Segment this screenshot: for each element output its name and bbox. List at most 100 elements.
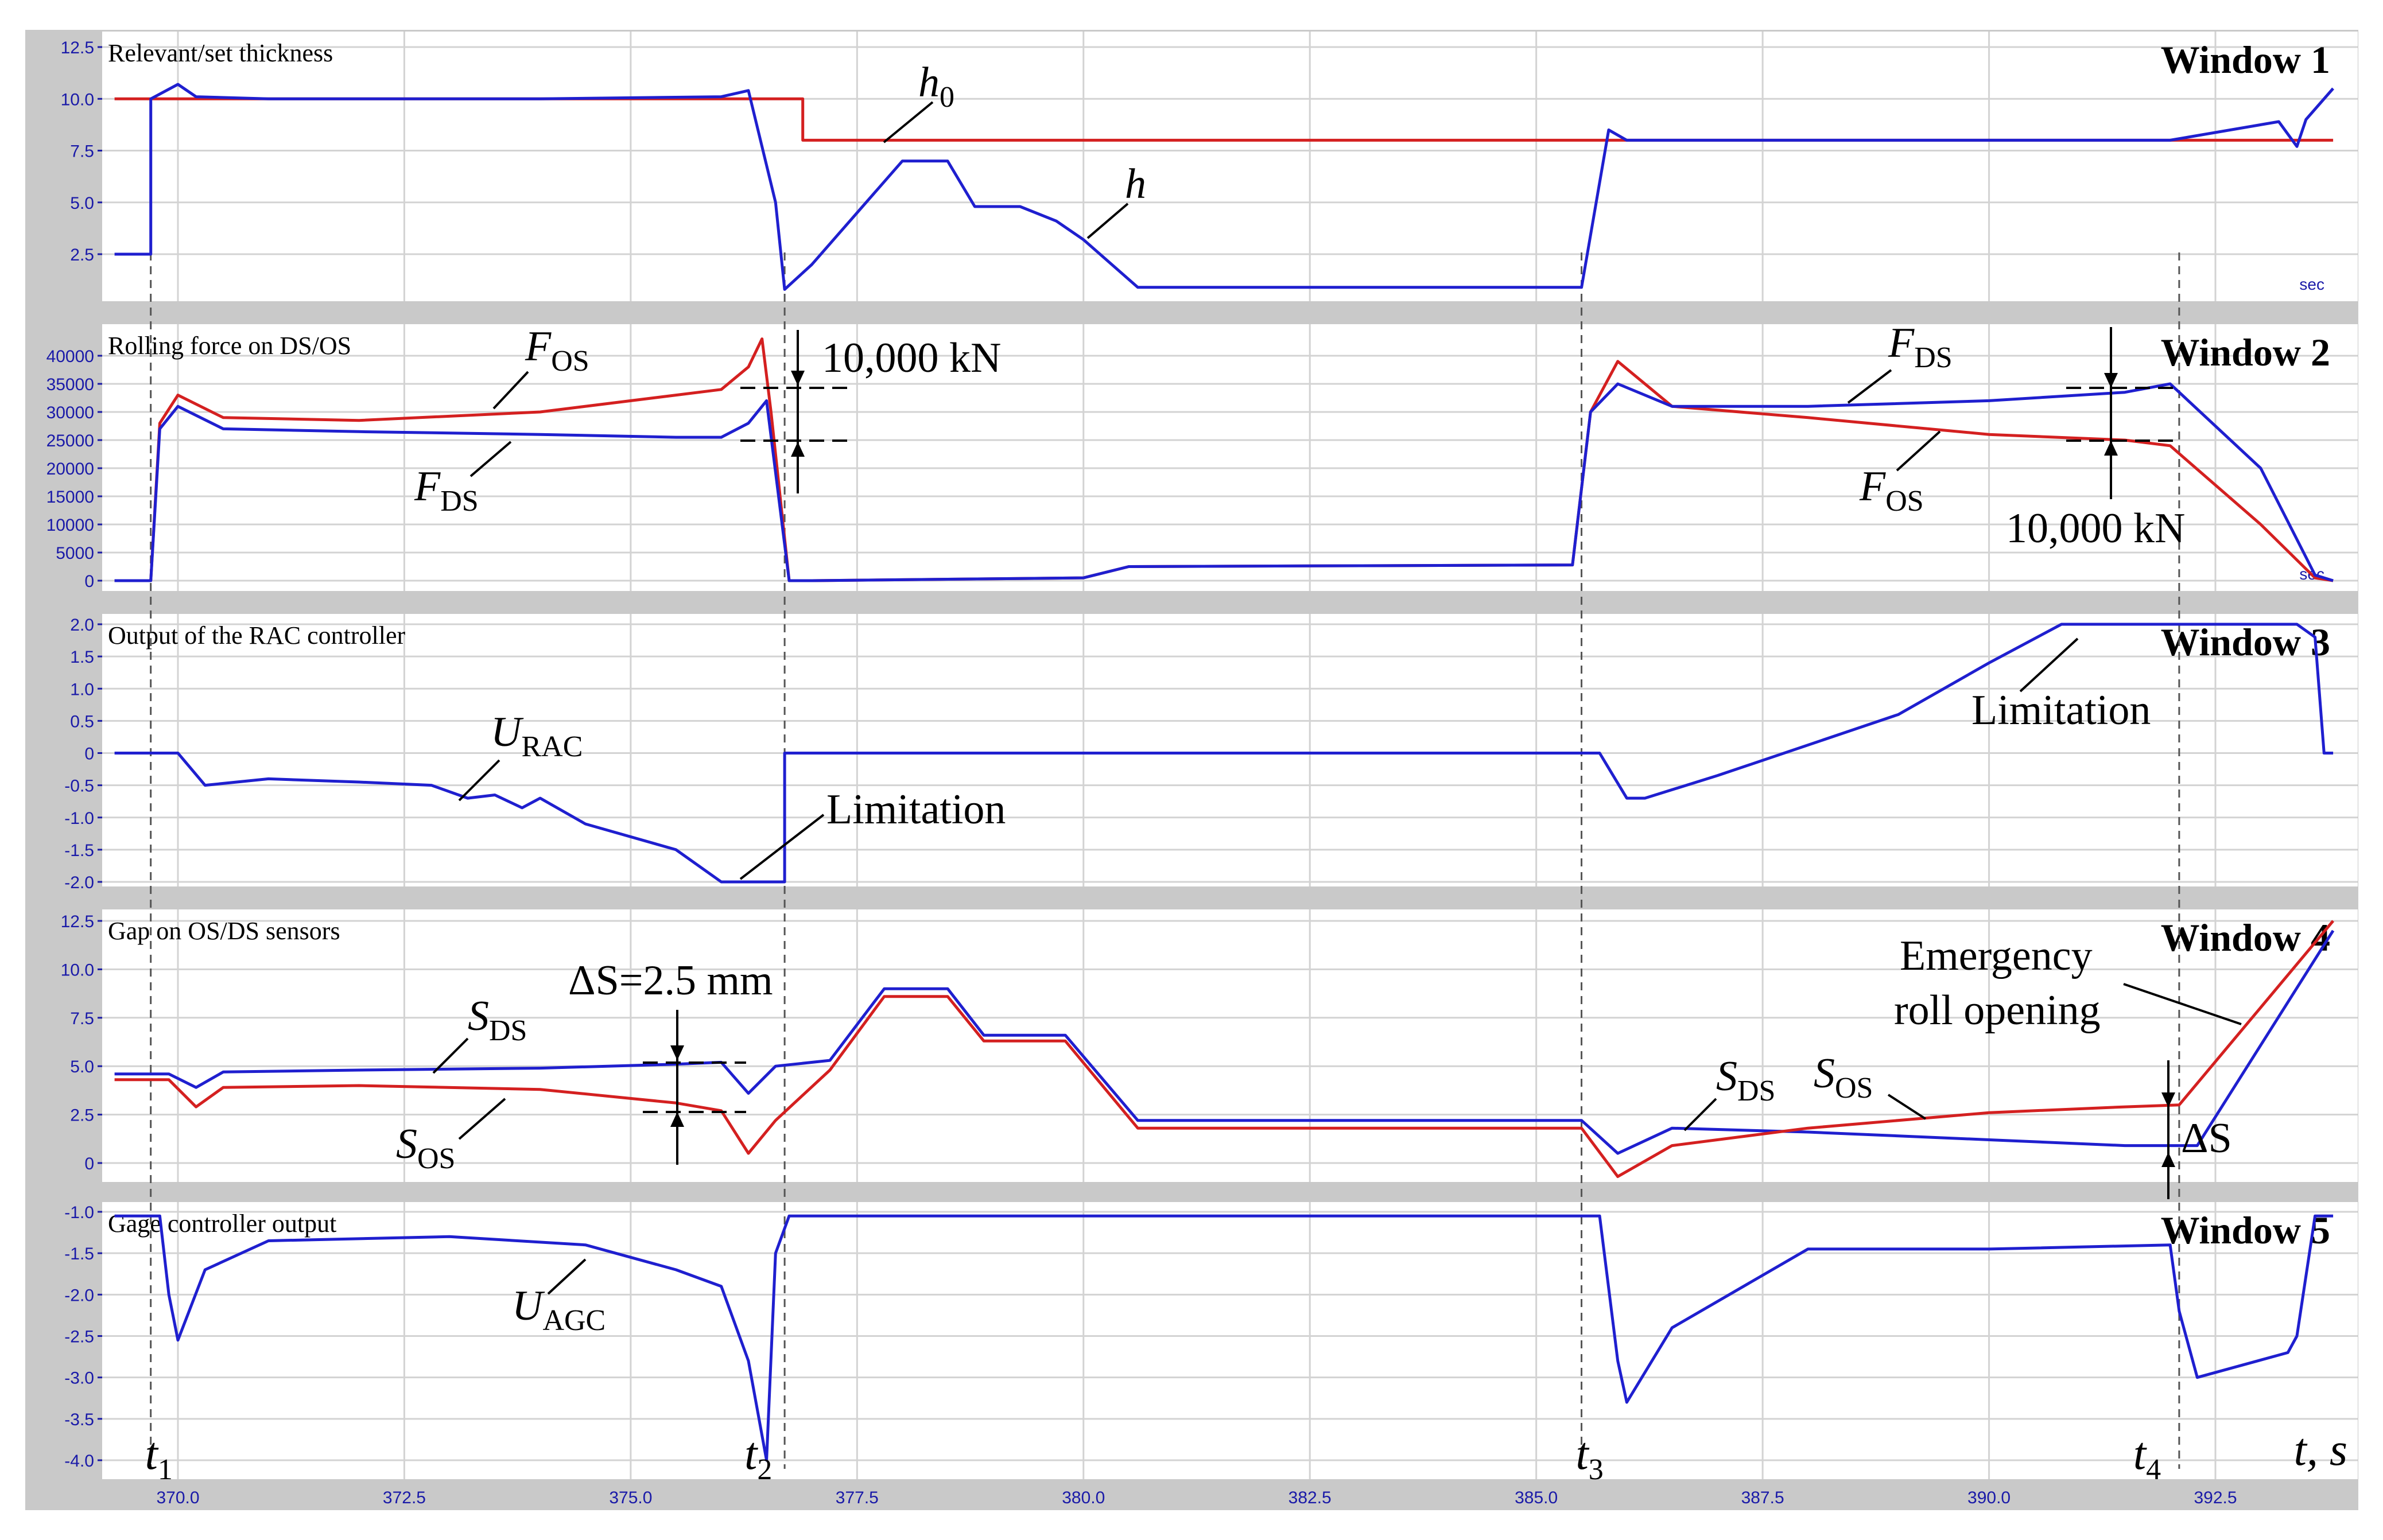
leader-line	[458, 1098, 506, 1140]
leader-line	[547, 1258, 587, 1295]
x-tick-label: 385.0	[1515, 1488, 1558, 1507]
y-tick-label: 2.5	[70, 246, 94, 265]
panel-window-4: 12.5 10.0 7.5 5.0 2.5 0 Gap on OS/DS sensors Wi…	[61, 909, 2358, 1182]
panel-window-2: 40000 35000 30000 25000 20000 15000 10000 5000 0…	[46, 324, 2358, 591]
annotation-main: F	[1859, 463, 1886, 510]
arrow-head	[670, 1045, 684, 1060]
x-tick-label: 380.0	[1062, 1488, 1105, 1507]
y-tick-label: 1.0	[70, 680, 94, 699]
series-u-rac-w3	[114, 623, 2334, 884]
annotation-label: FDS	[414, 463, 479, 518]
leader-line	[432, 1037, 469, 1074]
arrow-head	[2104, 441, 2118, 456]
annotation-label: Limitation	[826, 786, 1006, 833]
x-tick-label: 387.5	[1741, 1488, 1784, 1507]
y-tick-label: 12.5	[61, 38, 94, 57]
x-tick-label: 370.0	[156, 1488, 199, 1507]
annotation-label: h	[1125, 161, 1146, 208]
y-tick-label: 7.5	[70, 1009, 94, 1028]
arrow-head	[670, 1112, 684, 1127]
leader-line	[1683, 1098, 1717, 1131]
annotation-main: S	[1814, 1050, 1835, 1097]
panel-window-5: -1.0 -1.5 -2.0 -2.5 -3.0 -3.5 -4.0 Gage control…	[64, 1202, 2358, 1479]
annotation-main: ΔS	[2181, 1115, 2232, 1162]
plot-area	[102, 32, 2358, 301]
annotation-main: 10,000 kN	[822, 335, 1001, 382]
annotation-label: FDS	[1888, 320, 1953, 374]
arrow-head	[791, 442, 805, 457]
event-label: t4	[2133, 1429, 2161, 1486]
leader-line	[492, 371, 529, 410]
leader-line	[1847, 369, 1892, 404]
annotation-main: F	[1888, 320, 1915, 367]
annotation-subscript: OS	[1835, 1072, 1873, 1105]
leader-line	[2019, 637, 2079, 693]
y-tick-label: 40000	[46, 347, 94, 366]
annotation-label: 10,000 kN	[2006, 505, 2185, 552]
event-subscript: 2	[757, 1453, 772, 1486]
y-tick-label: 2.0	[70, 616, 94, 635]
unit-label: sec	[2299, 275, 2324, 293]
y-tick-label: 10000	[46, 516, 94, 535]
event-subscript: 4	[2146, 1453, 2161, 1486]
y-tick-label: -2.0	[64, 873, 94, 892]
annotation-label: SOS	[1814, 1050, 1873, 1105]
x-tick-label: 372.5	[383, 1488, 426, 1507]
event-subscript: 3	[1589, 1453, 1604, 1486]
event-letter: t	[2133, 1429, 2147, 1479]
annotation-label: ΔS=2.5 mm	[568, 957, 773, 1004]
y-tick-label: 25000	[46, 431, 94, 450]
annotation-subscript: DS	[489, 1014, 527, 1047]
leader-line	[469, 441, 512, 477]
window-label: Window 5	[2161, 1208, 2330, 1252]
panel-title: Gap on OS/DS sensors	[108, 917, 340, 945]
annotation-label: ΔS	[2181, 1115, 2232, 1162]
y-tick-label: 0.5	[70, 712, 94, 731]
leader-line	[739, 814, 825, 880]
annotation-main: roll opening	[1894, 987, 2101, 1034]
x-tick-label: 392.5	[2194, 1488, 2237, 1507]
annotation-main: F	[414, 463, 441, 510]
plot-area	[102, 614, 2358, 886]
arrow-head	[2104, 373, 2118, 388]
window-label: Window 3	[2161, 620, 2330, 664]
panel-window-3: 2.0 1.5 1.0 0.5 0 -0.5 -1.0 -1.5 -2.0 Output of t…	[64, 614, 2358, 892]
window-label: Window 4	[2161, 916, 2330, 959]
leader-line	[883, 101, 934, 143]
y-tick-label: 5000	[56, 544, 94, 563]
annotation-main: 10,000 kN	[2006, 505, 2185, 552]
annotation-main: h	[1125, 161, 1146, 208]
y-tick-label: 12.5	[61, 912, 94, 931]
annotation-label: roll opening	[1894, 987, 2101, 1034]
annotation-label: h0	[918, 59, 954, 114]
plot-area	[102, 1202, 2358, 1479]
window-label: Window 1	[2161, 38, 2330, 81]
leader-line	[458, 759, 500, 802]
annotation-main: Emergency	[1900, 932, 2093, 979]
plot-area	[102, 324, 2358, 591]
x-tick-label: 377.5	[836, 1488, 879, 1507]
annotation-label: URAC	[491, 709, 583, 763]
annotation-main: S	[1716, 1053, 1737, 1100]
annotation-label: Limitation	[1971, 687, 2151, 734]
y-tick-label: -0.5	[64, 777, 94, 796]
window-label: Window 2	[2161, 330, 2330, 374]
annotation-subscript: OS	[417, 1142, 455, 1175]
annotation-subscript: AGC	[542, 1304, 606, 1337]
annotation-main: h	[918, 59, 940, 106]
plot-area	[102, 909, 2358, 1182]
panel-title: Gage controller output	[108, 1210, 336, 1238]
x-tick-label: 390.0	[1967, 1488, 2011, 1507]
annotation-subscript: DS	[1914, 341, 1952, 374]
annotation-label: SDS	[468, 993, 527, 1047]
series-lines	[114, 83, 2335, 1462]
arrow-head	[2161, 1092, 2175, 1107]
arrow-head	[2161, 1152, 2175, 1167]
annotation-main: Limitation	[1971, 687, 2151, 734]
annotation-subscript: DS	[440, 485, 478, 518]
annotation-main: U	[512, 1282, 545, 1329]
annotation-main: S	[396, 1121, 417, 1168]
y-tick-label: -1.0	[64, 1203, 94, 1222]
series-h-w1	[114, 83, 2334, 291]
series-s-os-w4	[114, 920, 2335, 1179]
